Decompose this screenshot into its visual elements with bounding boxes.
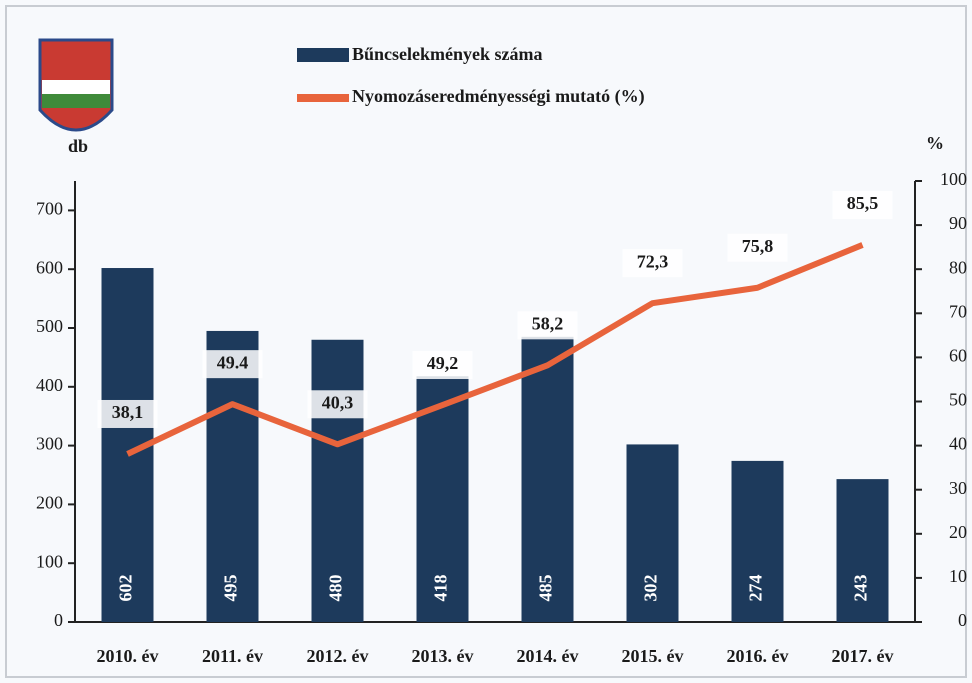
bar-value-label: 418 <box>431 575 451 602</box>
x-tick-label: 2014. év <box>517 646 579 666</box>
y2-tick-label: 100 <box>940 169 967 189</box>
bar-value-label: 485 <box>536 575 556 602</box>
line-value-label: 49,2 <box>427 353 459 373</box>
legend-swatch <box>297 94 349 102</box>
y2-tick-label: 90 <box>949 213 967 233</box>
chart: db % Bűncselekmények száma Nyomozáseredm… <box>0 0 972 683</box>
x-tick-label: 2011. év <box>202 646 263 666</box>
bar-value-label: 274 <box>746 575 766 602</box>
x-tick-label: 2015. év <box>622 646 684 666</box>
y-tick-label: 600 <box>36 257 63 277</box>
bar-value-label: 243 <box>851 575 871 602</box>
x-tick-label: 2016. év <box>727 646 789 666</box>
line-value-label: 38,1 <box>112 402 144 422</box>
y-tick-label: 100 <box>36 551 63 571</box>
y2-tick-label: 80 <box>949 257 967 277</box>
y2-tick-label: 40 <box>949 434 967 454</box>
emblem <box>40 40 112 130</box>
y2-tick-label: 30 <box>949 478 967 498</box>
x-tick-label: 2017. év <box>832 646 894 666</box>
y-tick-label: 400 <box>36 375 63 395</box>
line-value-label: 40,3 <box>322 392 354 412</box>
legend-swatch <box>297 48 349 62</box>
y-tick-label: 500 <box>36 316 63 336</box>
bar-value-label: 302 <box>641 575 661 602</box>
y2-tick-label: 50 <box>949 390 967 410</box>
line-value-label: 75,8 <box>742 236 774 256</box>
bar-value-label: 480 <box>326 575 346 602</box>
x-tick-label: 2012. év <box>307 646 369 666</box>
y2-tick-label: 0 <box>958 610 967 630</box>
legend-label: Nyomozáseredményességi mutató (%) <box>352 86 645 107</box>
y-tick-label: 0 <box>54 610 63 630</box>
y-tick-label: 200 <box>36 493 63 513</box>
y2-tick-label: 60 <box>949 346 967 366</box>
y2-tick-label: 10 <box>949 566 967 586</box>
legend-label: Bűncselekmények száma <box>352 44 543 64</box>
y-tick-label: 700 <box>36 199 63 219</box>
x-tick-label: 2010. év <box>97 646 159 666</box>
y2-tick-label: 20 <box>949 522 967 542</box>
line-value-label: 49.4 <box>217 352 249 372</box>
bar-value-label: 495 <box>221 575 241 602</box>
line-value-label: 58,2 <box>532 313 564 333</box>
line-value-label: 72,3 <box>637 251 669 271</box>
x-tick-label: 2013. év <box>412 646 474 666</box>
y2-tick-label: 70 <box>949 301 967 321</box>
line-value-label: 85,5 <box>847 193 879 213</box>
y-tick-label: 300 <box>36 434 63 454</box>
bar-value-label: 602 <box>116 575 136 602</box>
y2-axis-title: % <box>926 133 944 153</box>
y-axis-title: db <box>68 136 88 156</box>
